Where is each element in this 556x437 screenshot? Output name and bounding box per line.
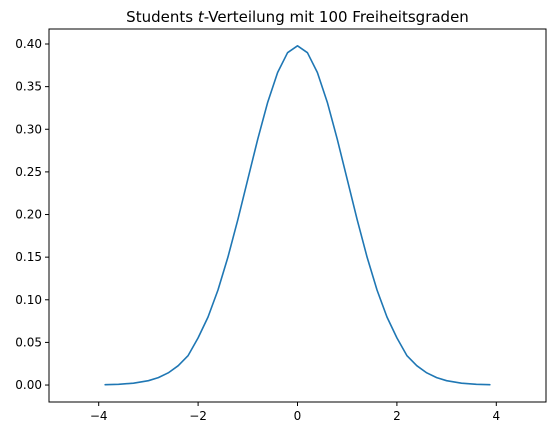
x-tick-label: −4 — [90, 409, 108, 423]
y-tick-label: 0.15 — [15, 250, 42, 264]
chart-title-part-1: Students — [126, 8, 198, 26]
plot-area — [104, 45, 491, 386]
y-tick-label: 0.00 — [15, 378, 42, 392]
y-tick-label: 0.40 — [15, 37, 42, 51]
x-tick-label: 0 — [294, 409, 302, 423]
x-tick-label: 4 — [492, 409, 500, 423]
x-tick-label: −2 — [189, 409, 207, 423]
y-tick-label: 0.20 — [15, 208, 42, 222]
chart-title-italic-t: t — [198, 8, 205, 26]
y-tick-label: 0.25 — [15, 165, 42, 179]
chart-title-part-2: -Verteilung mit 100 Freiheitsgraden — [204, 8, 469, 26]
y-tick-label: 0.35 — [15, 80, 42, 94]
series-line-0 — [104, 45, 491, 386]
y-tick-label: 0.30 — [15, 122, 42, 136]
y-tick-label: 0.05 — [15, 335, 42, 349]
x-tick-label: 2 — [393, 409, 401, 423]
chart-title: Students t-Verteilung mit 100 Freiheitsg… — [126, 8, 469, 26]
axes: −4 −2 0 2 4 0.00 0.05 0.10 0.15 0.20 0.25 0.30 0.35 0… — [15, 28, 547, 423]
axes-frame — [48, 28, 547, 403]
y-tick-label: 0.10 — [15, 293, 42, 307]
